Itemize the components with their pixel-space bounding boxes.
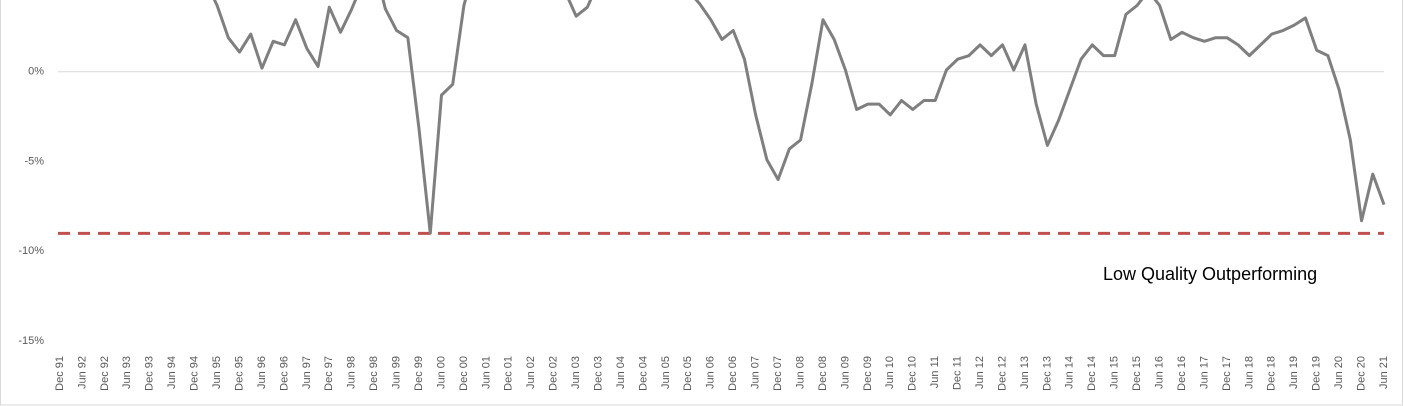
x-tick-label: Jun 09 [839,356,851,389]
x-tick-label: Dec 17 [1221,356,1233,391]
x-tick-label: Dec 10 [907,356,919,391]
x-tick-label: Jun 07 [750,356,762,389]
x-tick-label: Dec 14 [1086,356,1098,391]
x-tick-label: Jun 17 [1198,356,1210,389]
x-tick-label: Jun 96 [256,356,268,389]
x-tick-label: Jun 11 [929,356,941,388]
y-tick-label: 0% [28,66,44,78]
x-tick-label: Dec 12 [996,356,1008,391]
x-tick-label: Jun 03 [570,356,582,389]
x-tick-label: Dec 93 [144,356,156,391]
x-tick-label: Dec 06 [727,356,739,391]
x-tick-label: Dec 15 [1131,356,1143,391]
x-tick-label: Dec 05 [682,356,694,391]
series-line [212,0,1386,235]
x-tick-label: Jun 95 [211,356,223,389]
x-tick-label: Dec 91 [54,356,66,391]
x-tick-label: Dec 01 [503,356,515,391]
x-tick-label: Dec 19 [1311,356,1323,391]
y-tick-label: -10% [18,245,44,257]
x-tick-label: Dec 94 [189,356,201,391]
x-tick-label: Dec 00 [458,356,470,391]
y-tick-label: -15% [18,335,44,347]
x-tick-label: Jun 16 [1153,356,1165,389]
x-tick-label: Dec 11 [952,356,964,390]
x-tick-label: Dec 08 [817,356,829,391]
x-tick-label: Dec 02 [548,356,560,391]
x-tick-label: Jun 93 [121,356,133,389]
x-tick-label: Jun 06 [705,356,717,389]
x-tick-label: Jun 01 [480,356,492,389]
x-tick-label: Jun 04 [615,356,627,389]
x-tick-label: Dec 09 [862,356,874,391]
x-tick-label: Jun 97 [301,356,313,389]
x-tick-label: Dec 07 [772,356,784,391]
x-tick-label: Jun 21 [1378,356,1390,389]
x-tick-label: Jun 94 [166,356,178,389]
x-tick-label: Jun 02 [525,356,537,389]
x-tick-label: Jun 10 [884,356,896,389]
x-tick-label: Dec 03 [592,356,604,391]
x-tick-label: Dec 95 [233,356,245,391]
x-tick-label: Jun 99 [391,356,403,389]
x-tick-label: Dec 16 [1176,356,1188,391]
x-tick-label: Dec 20 [1355,356,1367,391]
x-tick-label: Jun 14 [1064,356,1076,389]
x-tick-label: Dec 98 [368,356,380,391]
x-tick-label: Jun 08 [794,356,806,389]
x-tick-label: Dec 97 [323,356,335,391]
x-tick-label: Jun 18 [1243,356,1255,389]
x-tick-label: Dec 96 [278,356,290,391]
x-tick-label: Jun 19 [1288,356,1300,389]
x-tick-label: Jun 15 [1109,356,1121,389]
x-tick-label: Dec 99 [413,356,425,391]
x-tick-label: Jun 98 [346,356,358,389]
x-tick-label: Jun 20 [1333,356,1345,389]
x-tick-label: Dec 04 [637,356,649,391]
x-tick-label: Dec 18 [1266,356,1278,391]
x-tick-label: Jun 05 [660,356,672,389]
x-tick-label: Dec 13 [1041,356,1053,391]
x-tick-label: Dec 92 [99,356,111,391]
x-tick-label: Jun 00 [435,356,447,389]
annotation: Low Quality Outperforming [1103,264,1317,284]
x-tick-label: Jun 92 [76,356,88,389]
x-tick-label: Jun 12 [974,356,986,389]
x-tick-label: Jun 13 [1019,356,1031,389]
y-tick-label: -5% [24,155,44,167]
